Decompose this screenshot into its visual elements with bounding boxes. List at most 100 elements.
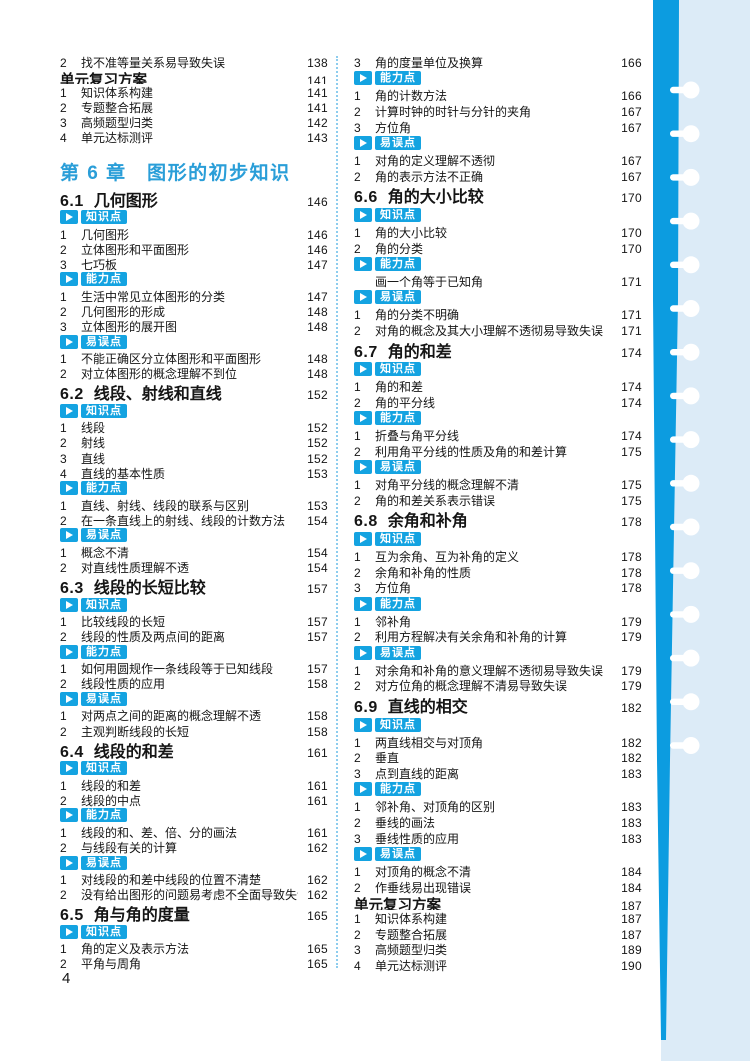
badge-ability-point: 能力点	[60, 271, 328, 288]
badge-knowledge-point: 知识点	[60, 402, 328, 419]
entry-title: 折叠与角平分线	[375, 429, 460, 443]
entry-title: 高频题型归类	[81, 116, 154, 130]
entry-title: 生活中常见立体图形的分类	[81, 289, 226, 303]
toc-entry: 2 与线段有关的计算 162	[60, 839, 328, 854]
entry-number: 1	[354, 89, 361, 103]
section-heading: 6.1 几何图形 146	[60, 187, 328, 209]
entry-title: 邻补角	[375, 614, 412, 629]
entry-number: 1	[354, 614, 361, 629]
entry-page: 175	[621, 493, 642, 508]
entry-title: 垂线性质的应用	[375, 831, 460, 846]
entry-number: 2	[354, 751, 361, 765]
entry-title: 对角的概念及其大小理解不透彻易导致失误	[375, 323, 604, 338]
play-icon	[60, 481, 78, 496]
entry-page: 178	[621, 515, 642, 530]
entry-number: 1	[354, 663, 361, 678]
entry-number: 3	[60, 257, 67, 271]
entry-title: 利用角平分线的性质及角的和差计算	[375, 444, 568, 459]
entry-page: 152	[307, 451, 328, 465]
badge-ability-point: 能力点	[354, 595, 642, 613]
entry-page: 146	[307, 242, 328, 256]
badge-ability-point: 能力点	[354, 781, 642, 799]
entry-number: 2	[60, 957, 67, 971]
entry-number: 2	[354, 444, 361, 459]
entry-page: 152	[307, 421, 328, 435]
play-icon	[354, 717, 372, 732]
entry-page: 187	[621, 899, 642, 910]
play-icon	[60, 210, 78, 225]
section-number: 6.7	[354, 343, 378, 361]
entry-number: 2	[60, 367, 67, 381]
entry-number: 1	[60, 873, 67, 887]
entry-page: 162	[307, 888, 328, 902]
entry-number: 2	[354, 630, 361, 645]
section-number: 6.5	[60, 907, 84, 924]
binding-hole	[682, 649, 700, 667]
toc-entry: 2 平角与周角 165	[60, 955, 328, 970]
entry-title: 余角和补角的性质	[375, 565, 472, 580]
entry-page: 166	[621, 56, 642, 70]
badge-knowledge-point: 知识点	[354, 530, 642, 548]
entry-title: 不能正确区分立体图形和平面图形	[81, 352, 262, 366]
entry-page: 183	[621, 815, 642, 830]
badge-ability-point: 能力点	[354, 255, 642, 273]
entry-page: 170	[621, 225, 642, 240]
entry-page: 174	[621, 395, 642, 410]
entry-page: 183	[621, 767, 642, 781]
play-icon	[354, 460, 372, 475]
entry-title: 两直线相交与对顶角	[375, 735, 484, 750]
badge-error-point: 易误点	[60, 854, 328, 871]
toc-entry: 3 方位角 178	[354, 579, 642, 595]
entry-number: 1	[60, 498, 67, 512]
entry-title: 高频题型归类	[375, 943, 448, 958]
entry-number: 1	[354, 550, 361, 564]
entry-title: 射线	[81, 436, 106, 450]
entry-title: 角的分类	[375, 241, 424, 256]
section-heading: 6.7 角的和差 174	[354, 338, 642, 361]
badge-label: 易误点	[81, 334, 127, 349]
entry-number: 1	[354, 735, 361, 750]
toc-entry: 1 线段 152	[60, 419, 328, 434]
entry-number: 2	[354, 241, 361, 256]
toc-entry: 2 找不准等量关系易导致失误 138	[60, 54, 328, 69]
entry-page: 148	[307, 320, 328, 334]
entry-title: 方位角	[375, 581, 412, 596]
entry-number: 2	[60, 513, 67, 527]
toc-entry: 2 专题整合拓展 141	[60, 99, 328, 114]
entry-page: 183	[621, 831, 642, 846]
entry-number: 2	[60, 560, 67, 575]
entry-number: 2	[354, 815, 361, 830]
entry-title: 计算时钟的时针与分针的夹角	[375, 104, 532, 119]
entry-page: 171	[621, 274, 642, 289]
entry-title: 立体图形和平面图形	[81, 242, 190, 256]
entry-page: 167	[621, 169, 642, 184]
entry-page: 167	[621, 104, 642, 119]
entry-page: 184	[621, 864, 642, 879]
entry-title: 知识体系构建	[375, 912, 448, 926]
entry-page: 187	[621, 912, 642, 926]
entry-number: 3	[354, 56, 361, 70]
toc-entry: 2 对立体图形的概念理解不到位 148	[60, 365, 328, 380]
binding-hole	[682, 605, 700, 623]
entry-page: 138	[307, 56, 328, 70]
entry-page: 190	[621, 959, 642, 973]
toc-entry: 2 射线 152	[60, 434, 328, 449]
toc-entry: 3 角的度量单位及换算 166	[354, 54, 642, 70]
entry-number: 1	[60, 352, 67, 366]
entry-title: 对两点之间的距离的概念理解不透	[81, 709, 262, 723]
toc-entry: 1 知识体系构建 187	[354, 910, 642, 926]
entry-title: 对直线性质理解不透	[81, 560, 190, 575]
entry-number: 1	[60, 227, 67, 241]
entry-page: 184	[621, 880, 642, 895]
binding-hole	[682, 81, 700, 99]
entry-title: 线段性质的应用	[81, 677, 166, 691]
entry-page: 147	[307, 257, 328, 271]
badge-label: 易误点	[375, 136, 421, 151]
toc-entry: 1 角的和差 174	[354, 378, 642, 394]
entry-title: 画一个角等于已知角	[375, 274, 484, 289]
entry-title: 与线段有关的计算	[81, 840, 178, 854]
entry-title: 互为余角、互为补角的定义	[375, 550, 520, 564]
entry-page: 179	[621, 630, 642, 645]
toc-entry: 2 线段的性质及两点间的距离 157	[60, 628, 328, 643]
badge-ability-point: 能力点	[60, 807, 328, 824]
